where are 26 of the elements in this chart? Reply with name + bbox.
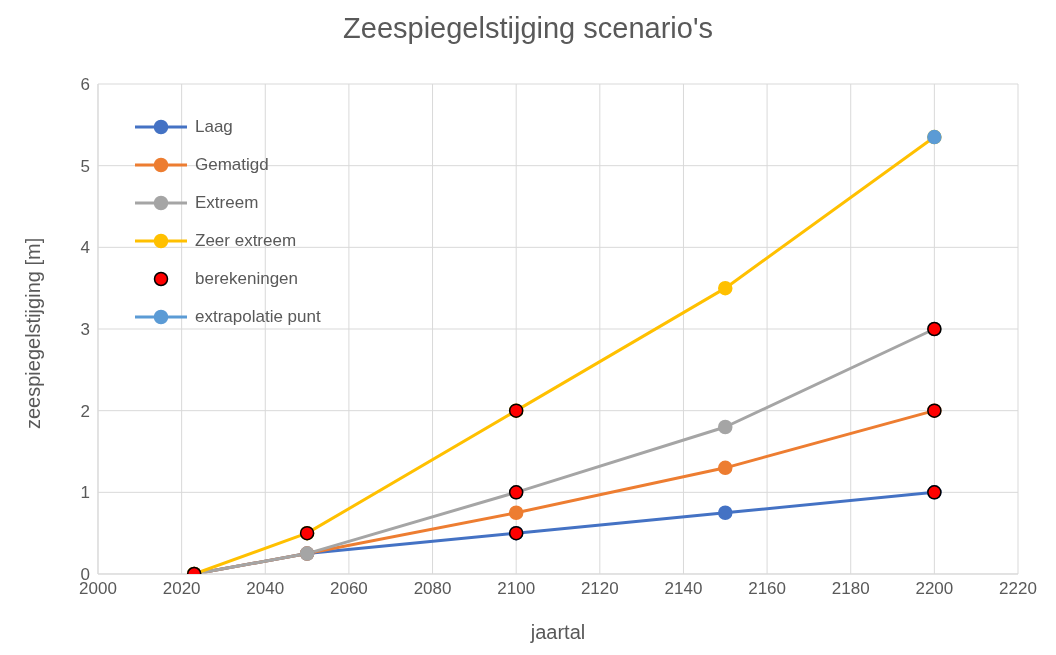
legend-label: Extreem: [195, 193, 259, 213]
x-tick-label: 2220: [999, 579, 1037, 599]
legend-label: Laag: [195, 117, 233, 137]
legend-label: berekeningen: [195, 269, 299, 289]
y-tick-label: 6: [80, 75, 90, 95]
x-tick-label: 2180: [831, 579, 870, 599]
legend-label: Gematigd: [195, 155, 269, 175]
y-tick-label: 4: [80, 238, 90, 258]
x-tick-label: 2200: [915, 579, 954, 599]
x-tick-label: 2100: [497, 579, 536, 599]
chart-title: Zeespiegelstijging scenario's: [342, 11, 714, 46]
legend-label: Zeer extreem: [195, 231, 297, 251]
y-tick-label: 3: [80, 320, 90, 340]
x-tick-label: 2020: [162, 579, 201, 599]
y-tick-label: 2: [80, 401, 90, 421]
x-tick-label: 2080: [413, 579, 452, 599]
legend-label: extrapolatie punt: [195, 307, 321, 327]
x-tick-label: 2040: [246, 579, 285, 599]
y-tick-label: 1: [80, 483, 90, 503]
x-tick-label: 2160: [748, 579, 786, 599]
x-tick-label: 2060: [330, 579, 368, 599]
y-tick-label: 5: [80, 156, 90, 176]
y-axis-title: zeespiegelstijging [m]: [22, 237, 45, 429]
x-tick-label: 2120: [580, 579, 619, 599]
x-axis-title: jaartal: [529, 621, 586, 643]
x-tick-label: 2140: [664, 579, 703, 599]
